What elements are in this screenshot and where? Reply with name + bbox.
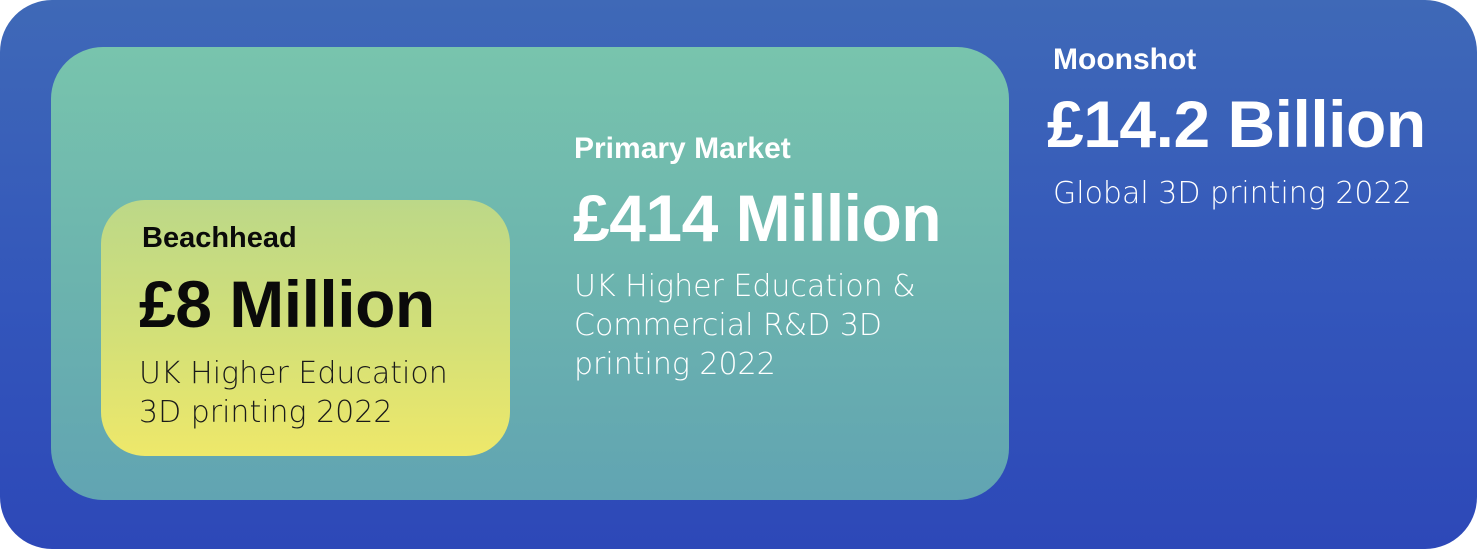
- beachhead-market-box: [101, 200, 510, 456]
- moonshot-value: £14.2 Billion: [1047, 87, 1426, 161]
- beachhead-value: £8 Million: [139, 267, 435, 341]
- primary-market-label: Primary Market: [574, 132, 791, 165]
- beachhead-description: UK Higher Education 3D printing 2022: [139, 356, 448, 430]
- moonshot-label: Moonshot: [1053, 43, 1197, 76]
- moonshot-description: Global 3D printing 2022: [1053, 176, 1412, 211]
- beachhead-label: Beachhead: [142, 222, 297, 254]
- primary-market-description: UK Higher Education & Commercial R&D 3D …: [574, 269, 916, 382]
- primary-market-value: £414 Million: [573, 181, 942, 255]
